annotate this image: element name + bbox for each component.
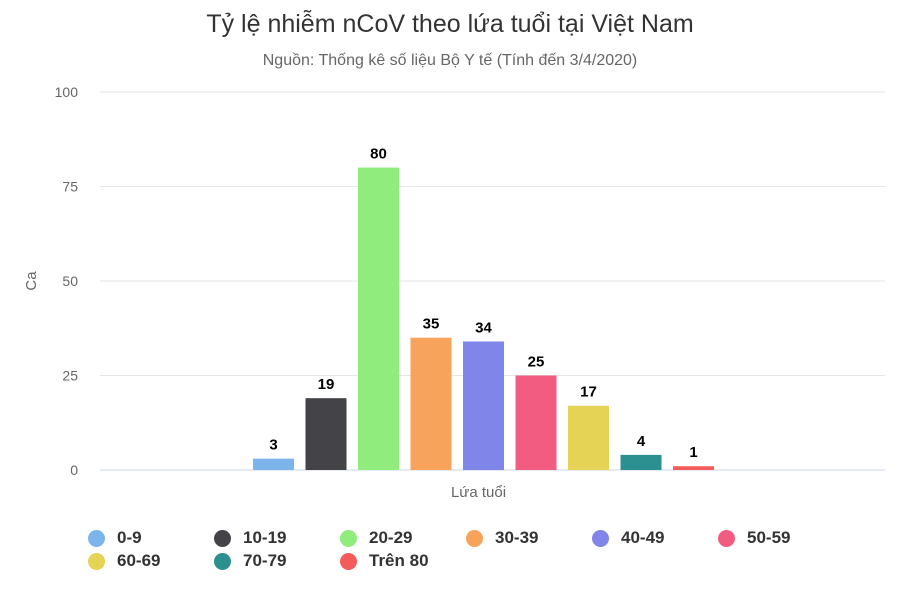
legend-label: 20-29 xyxy=(369,528,413,547)
y-tick-label: 0 xyxy=(70,462,78,478)
y-tick-label: 50 xyxy=(62,273,78,289)
legend-item[interactable]: 10-19 xyxy=(214,528,340,548)
y-axis-title: Ca xyxy=(23,271,40,291)
data-label: 80 xyxy=(370,146,387,163)
legend-item[interactable]: 60-69 xyxy=(88,551,214,571)
legend-item[interactable]: 70-79 xyxy=(214,551,340,571)
legend-label: 70-79 xyxy=(243,551,287,570)
bar xyxy=(463,341,504,470)
legend-swatch xyxy=(340,529,357,547)
legend-label: Trên 80 xyxy=(369,551,429,570)
legend-swatch xyxy=(214,529,231,547)
data-label: 19 xyxy=(318,376,335,393)
bar xyxy=(515,375,557,470)
legend-label: 10-19 xyxy=(243,528,287,547)
data-label: 1 xyxy=(689,444,697,461)
legend-item[interactable]: 50-59 xyxy=(718,528,844,548)
y-tick-label: 75 xyxy=(62,179,78,195)
legend-swatch xyxy=(340,552,357,570)
legend-swatch xyxy=(214,552,231,570)
data-label: 25 xyxy=(528,354,545,371)
chart-subtitle: Nguồn: Thống kê số liệu Bộ Y tế (Tính đế… xyxy=(262,52,638,69)
legend-label: 0-9 xyxy=(117,528,142,547)
y-tick-label: 25 xyxy=(62,368,78,384)
legend-item[interactable]: Trên 80 xyxy=(340,551,466,571)
legend-item[interactable]: 20-29 xyxy=(340,528,466,548)
bar xyxy=(305,398,347,470)
y-tick-label: 100 xyxy=(55,84,79,100)
legend-label: 30-39 xyxy=(495,528,539,547)
legend-item[interactable]: 40-49 xyxy=(592,528,718,548)
bar xyxy=(620,454,662,470)
data-label: 3 xyxy=(269,437,277,454)
data-label: 35 xyxy=(423,316,440,333)
legend-label: 50-59 xyxy=(747,528,791,547)
data-label: 17 xyxy=(580,384,597,401)
legend-label: 40-49 xyxy=(621,528,665,547)
bar xyxy=(568,405,609,470)
data-label: 34 xyxy=(475,319,492,336)
legend-item[interactable]: 0-9 xyxy=(88,528,214,548)
legend-swatch xyxy=(466,529,483,547)
bar xyxy=(253,458,294,470)
legend-swatch xyxy=(718,529,735,547)
legend-swatch xyxy=(88,552,105,570)
bar xyxy=(410,337,452,470)
legend-swatch xyxy=(592,529,609,547)
x-axis-title: Lứa tuổi xyxy=(451,484,506,501)
legend-label: 60-69 xyxy=(117,551,161,570)
chart-legend: 0-9 10-19 20-29 30-39 40-49 50-59 60-69 70-79 Tr… xyxy=(88,528,868,571)
legend-swatch xyxy=(88,529,105,547)
bar xyxy=(358,167,399,470)
bar xyxy=(673,466,714,470)
legend-item[interactable]: 30-39 xyxy=(466,528,592,548)
data-label: 4 xyxy=(637,433,646,450)
chart-title: Tỷ lệ nhiễm nCoV theo lứa tuổi tại Việt … xyxy=(206,10,694,38)
